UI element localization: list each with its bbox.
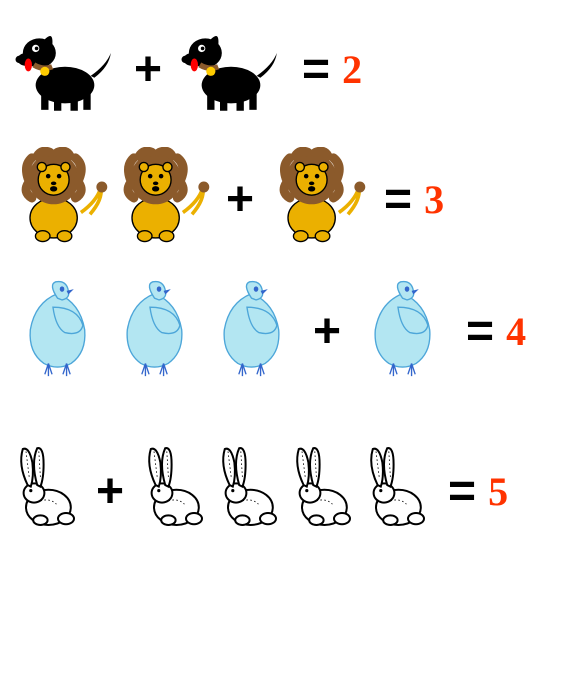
left-group <box>10 147 212 252</box>
dog-icon <box>10 20 120 119</box>
right-group <box>268 147 368 252</box>
bird-icon <box>10 280 105 385</box>
plus-operator: + <box>305 304 349 359</box>
rabbit-icon <box>10 444 82 539</box>
result-value: 4 <box>506 308 526 355</box>
equals-operator: = <box>438 464 482 519</box>
lion-icon <box>112 147 212 252</box>
left-group <box>10 20 120 119</box>
equals-operator: = <box>292 42 336 97</box>
rabbit-icon <box>138 444 210 539</box>
lion-icon <box>268 147 368 252</box>
equals-operator: = <box>456 304 500 359</box>
result-value: 3 <box>424 176 444 223</box>
right-group <box>176 20 286 119</box>
rabbit-icon <box>212 444 284 539</box>
result-value: 5 <box>488 468 508 515</box>
equation-row-rabbit: + <box>10 444 576 539</box>
rabbit-icon <box>286 444 358 539</box>
right-group <box>138 444 432 539</box>
result-value: 2 <box>342 46 362 93</box>
right-group <box>355 280 450 385</box>
equation-row-bird: + =4 <box>10 280 576 385</box>
equation-row-dog: + =2 <box>10 20 576 119</box>
equation-row-lion: + =3 <box>10 147 576 252</box>
left-group <box>10 280 299 385</box>
equals-operator: = <box>374 172 418 227</box>
plus-operator: + <box>126 42 170 97</box>
bird-icon <box>107 280 202 385</box>
equations-container: + =2 <box>10 20 576 539</box>
bird-icon <box>355 280 450 385</box>
bird-icon <box>204 280 299 385</box>
rabbit-icon <box>360 444 432 539</box>
left-group <box>10 444 82 539</box>
lion-icon <box>10 147 110 252</box>
plus-operator: + <box>88 464 132 519</box>
plus-operator: + <box>218 172 262 227</box>
dog-icon <box>176 20 286 119</box>
